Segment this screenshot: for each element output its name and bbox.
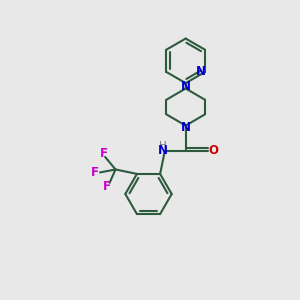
Text: N: N bbox=[158, 144, 168, 158]
Text: N: N bbox=[181, 80, 191, 93]
Text: F: F bbox=[91, 166, 99, 179]
Text: N: N bbox=[181, 121, 191, 134]
Text: O: O bbox=[208, 144, 218, 158]
Text: F: F bbox=[100, 147, 108, 160]
Text: F: F bbox=[103, 181, 111, 194]
Text: H: H bbox=[160, 141, 167, 151]
Text: N: N bbox=[196, 65, 206, 78]
